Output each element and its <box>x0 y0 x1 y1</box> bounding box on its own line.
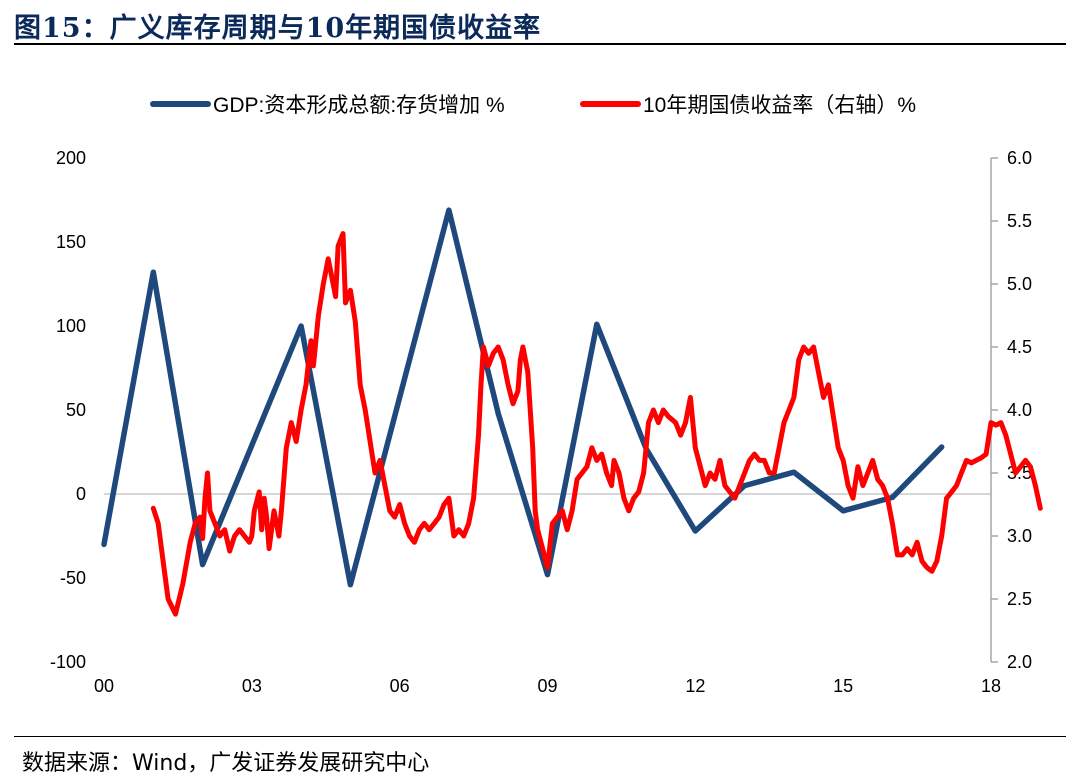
y-left-tick-label: 50 <box>66 400 86 420</box>
y-right-tick-label: 5.0 <box>1007 274 1032 294</box>
y-right-tick-label: 4.5 <box>1007 337 1032 357</box>
y-right-tick-label: 6.0 <box>1007 148 1032 168</box>
y-left-tick-label: 100 <box>56 316 86 336</box>
source-note: 数据来源：Wind，广发证券发展研究中心 <box>22 751 430 776</box>
title-divider <box>14 43 1066 45</box>
source-divider <box>14 736 1066 737</box>
series-lines <box>101 207 1043 617</box>
y-right-tick-label: 4.0 <box>1007 400 1032 420</box>
x-axis: 00 03 06 09 12 15 18 <box>94 676 1001 696</box>
x-tick-label: 15 <box>833 676 853 696</box>
y-right-tick-label: 5.5 <box>1007 211 1032 231</box>
chart: GDP:资本形成总额:存货增加 % 10年期国债收益率（右轴）% -100 -50 0… <box>50 94 1043 696</box>
y-left-axis: -100 -50 0 50 100 150 200 <box>50 148 86 672</box>
y-left-tick-label: -100 <box>50 652 86 672</box>
x-tick-label: 12 <box>685 676 705 696</box>
page-title: 图15：广义库存周期与10年期国债收益率 <box>14 13 542 44</box>
x-tick-label: 09 <box>537 676 557 696</box>
y-right-axis: 2.02.53.03.54.04.55.05.56.0 <box>990 148 1032 672</box>
y-right-tick-label: 2.0 <box>1007 652 1032 672</box>
x-tick-label: 03 <box>242 676 262 696</box>
y-right-tick-label: 2.5 <box>1007 589 1032 609</box>
x-tick-label: 18 <box>981 676 1001 696</box>
y-left-tick-label: 0 <box>76 484 86 504</box>
y-left-tick-label: 200 <box>56 148 86 168</box>
y-left-tick-label: -50 <box>60 568 86 588</box>
y-left-tick-label: 150 <box>56 232 86 252</box>
series-line-bond-yield <box>150 231 1043 617</box>
legend-label: 10年期国债收益率（右轴）% <box>643 94 916 117</box>
series-line-inventory <box>101 207 945 588</box>
y-right-tick-label: 3.0 <box>1007 526 1032 546</box>
x-tick-label: 00 <box>94 676 114 696</box>
x-tick-label: 06 <box>390 676 410 696</box>
legend: GDP:资本形成总额:存货增加 % 10年期国债收益率（右轴）% <box>150 94 916 117</box>
legend-label: GDP:资本形成总额:存货增加 % <box>213 94 505 117</box>
